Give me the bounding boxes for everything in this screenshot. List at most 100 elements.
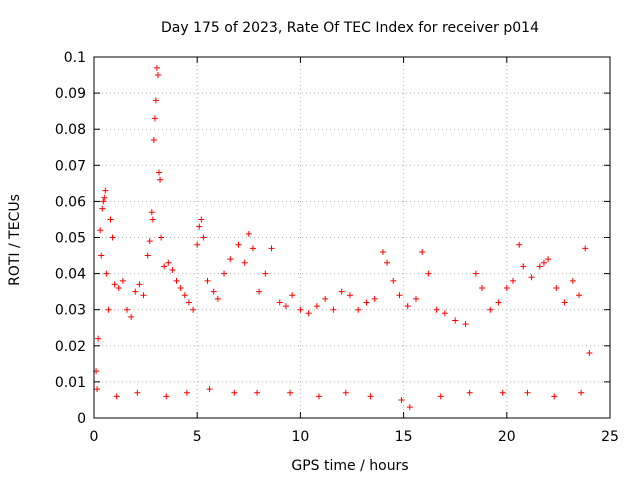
data-point [254,389,261,396]
data-point [398,396,405,403]
data-point [144,252,151,259]
data-point [103,270,110,277]
data-point [109,234,116,241]
data-point [256,288,263,295]
data-point [152,97,159,104]
data-point [545,256,552,263]
data-point [441,310,448,317]
data-point [315,393,322,400]
data-point [561,299,568,306]
data-point [115,285,122,292]
data-point [396,292,403,299]
y-tick-label: 0.01 [55,375,86,391]
y-tick-label: 0.04 [55,267,86,283]
data-point [297,306,304,313]
x-tick-label: 0 [90,429,99,445]
data-point [404,303,411,310]
axis-ticks: 0 0.01 0.02 0.03 0.04 0.05 0.06 0.07 0.08 0.09 0.1… [55,50,619,445]
grid-lines [94,57,610,418]
data-point [119,277,126,284]
data-point [102,187,109,194]
data-point [154,72,161,79]
data-point [367,393,374,400]
data-point [200,234,207,241]
data-point [586,350,593,357]
data-point [158,234,165,241]
data-point [551,393,558,400]
data-point [268,245,275,252]
x-tick-label: 25 [601,429,619,445]
data-point [276,299,283,306]
data-point [433,306,440,313]
data-point [157,176,164,183]
data-point [363,299,370,306]
data-point [355,306,362,313]
data-point [384,259,391,266]
data-point [287,389,294,396]
data-points [93,64,593,411]
x-tick-label: 15 [395,429,413,445]
x-tick-label: 10 [291,429,309,445]
data-point [536,263,543,270]
data-point [100,198,107,205]
data-point [495,299,502,306]
data-point [390,277,397,284]
data-point [111,281,118,288]
data-point [553,285,560,292]
x-axis-label: GPS time / hours [291,458,408,474]
y-tick-label: 0.06 [55,194,86,210]
data-point [153,64,160,71]
data-point [181,292,188,299]
data-point [132,288,139,295]
data-point [149,216,156,223]
data-point [185,299,192,306]
plot-frame [93,56,611,419]
data-point [151,115,158,122]
data-point [198,216,205,223]
data-point [487,306,494,313]
data-point [99,205,106,212]
data-point [379,248,386,255]
data-point [406,404,413,411]
data-point [346,292,353,299]
data-point [262,270,269,277]
chart-title: Day 175 of 2023, Rate Of TEC Index for r… [161,20,539,36]
data-point [466,389,473,396]
data-point [98,252,105,259]
data-point [437,393,444,400]
data-point [94,386,101,393]
data-point [235,241,242,248]
data-point [322,295,329,302]
x-tick-label: 20 [498,429,516,445]
data-point [472,270,479,277]
data-point [540,259,547,266]
data-point [113,393,120,400]
data-point [140,292,147,299]
data-point [313,303,320,310]
data-point [419,248,426,255]
data-point [146,238,153,245]
data-point [503,285,510,292]
data-point [97,227,104,234]
data-point [163,393,170,400]
y-tick-label: 0.09 [55,86,86,102]
data-point [425,270,432,277]
data-point [462,321,469,328]
data-point [124,306,131,313]
data-point [105,306,112,313]
data-point [204,277,211,284]
data-point [342,389,349,396]
data-point [210,288,217,295]
data-point [479,285,486,292]
data-point [569,277,576,284]
data-point [196,223,203,230]
data-point [509,277,516,284]
data-point [95,335,102,342]
data-point [338,288,345,295]
data-point [249,245,256,252]
data-point [169,266,176,273]
data-point [452,317,459,324]
y-axis-label: ROTI / TECUs [7,194,23,286]
data-point [194,241,201,248]
